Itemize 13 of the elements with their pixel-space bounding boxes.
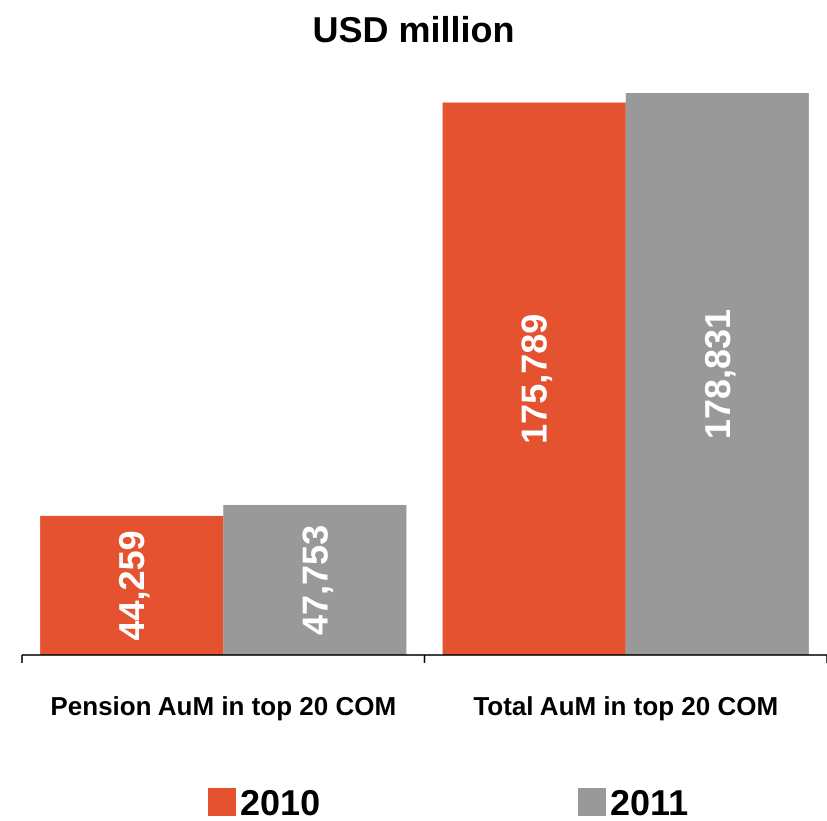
data-label: 178,831 [696, 308, 738, 440]
data-label: 175,789 [514, 314, 555, 444]
legend-label: 2010 [240, 782, 320, 821]
legend-label: 2011 [610, 782, 688, 821]
data-label: 47,753 [294, 524, 336, 636]
bar [442, 102, 626, 655]
x-tick-label: Pension AuM in top 20 COM [50, 691, 396, 721]
data-label: 44,259 [111, 530, 152, 641]
chart-title: USD million [312, 9, 515, 50]
bar [223, 504, 406, 655]
bar [40, 516, 224, 655]
x-tick-label: Total AuM in top 20 COM [473, 691, 778, 721]
bar [626, 93, 809, 655]
